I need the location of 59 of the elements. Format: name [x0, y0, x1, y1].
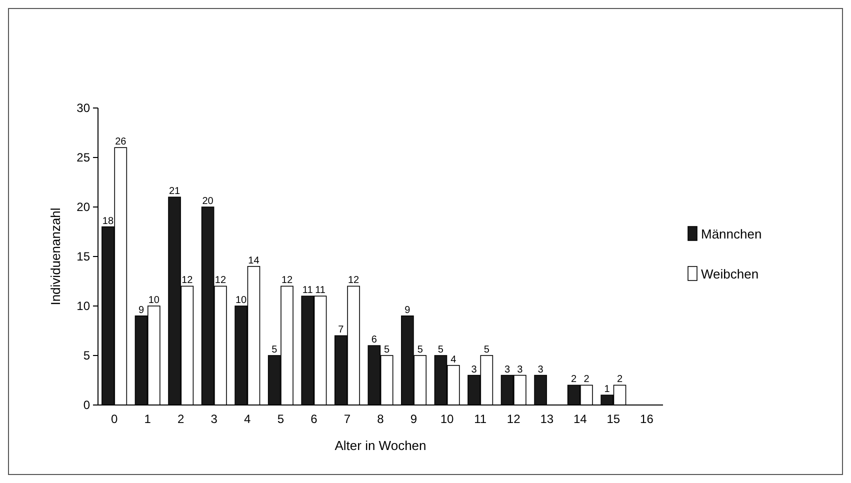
y-tick-label: 25 — [76, 150, 90, 164]
x-tick-label: 3 — [210, 412, 218, 426]
data-label: 3 — [504, 364, 510, 376]
data-label: 12 — [214, 275, 226, 286]
data-label: 10 — [236, 295, 248, 306]
x-tick-label: 7 — [344, 412, 351, 426]
x-axis-title: Alter in Wochen — [334, 438, 426, 453]
x-tick-label: 9 — [410, 412, 418, 426]
x-tick-label: 12 — [506, 412, 521, 426]
data-label: 26 — [115, 136, 127, 148]
x-tick-label: 8 — [377, 412, 384, 426]
data-label: 12 — [182, 275, 194, 286]
data-label: 5 — [417, 344, 424, 356]
data-label: 5 — [438, 344, 444, 356]
data-label: 3 — [517, 364, 524, 376]
data-label: 5 — [484, 344, 490, 356]
y-tick-label: 30 — [76, 101, 90, 115]
data-label: 3 — [538, 364, 544, 376]
data-label: 4 — [450, 354, 457, 366]
data-label: 2 — [616, 374, 623, 386]
data-label: 1 — [604, 384, 610, 396]
x-tick-label: 11 — [474, 412, 487, 426]
x-tick-label: 2 — [178, 412, 185, 426]
y-tick-label: 20 — [76, 200, 90, 214]
data-label: 11 — [302, 285, 314, 296]
data-label: 21 — [168, 186, 181, 198]
x-tick-label: 16 — [640, 412, 654, 426]
data-label: 9 — [138, 304, 144, 316]
y-tick-label: 15 — [76, 250, 90, 264]
data-label: 20 — [202, 196, 214, 207]
data-label: 5 — [272, 344, 278, 356]
data-label: 11 — [315, 285, 326, 296]
x-tick-label: 0 — [110, 412, 118, 426]
y-tick-label: 5 — [83, 348, 90, 362]
y-tick-label: 0 — [83, 398, 90, 412]
data-label: 6 — [371, 334, 378, 346]
data-label: 14 — [248, 255, 260, 266]
data-label: 2 — [571, 374, 578, 386]
x-tick-label: 15 — [606, 412, 620, 426]
data-label: 5 — [384, 344, 390, 356]
x-tick-label: 1 — [144, 412, 152, 426]
legend-label: Weibchen — [701, 266, 759, 282]
y-axis-title: Individuenanzahl — [48, 208, 63, 306]
x-tick-label: 13 — [540, 412, 554, 426]
x-tick-label: 6 — [310, 412, 318, 426]
data-label: 2 — [584, 374, 590, 386]
data-label: 12 — [281, 275, 294, 286]
data-label: 3 — [471, 364, 478, 376]
y-tick-label: 10 — [76, 299, 90, 313]
data-label: 18 — [102, 216, 114, 227]
x-tick-label: 10 — [440, 412, 454, 426]
x-tick-label: 14 — [573, 412, 588, 426]
x-tick-label: 5 — [277, 412, 284, 426]
data-label: 10 — [148, 295, 160, 306]
x-tick-label: 4 — [244, 412, 252, 426]
legend-label: Männchen — [701, 226, 762, 242]
data-label: 7 — [338, 324, 344, 336]
data-label: 9 — [404, 304, 411, 316]
data-label: 12 — [348, 275, 360, 286]
